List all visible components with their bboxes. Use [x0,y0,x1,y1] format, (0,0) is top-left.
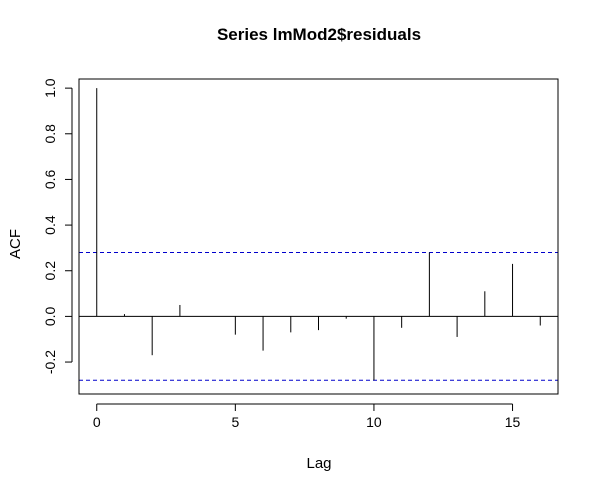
y-axis-label: ACF [7,229,24,259]
x-tick-label-0: 0 [93,414,101,430]
plot-frame [78,78,559,395]
x-tick-label-3: 15 [505,414,521,430]
x-tick-label-2: 10 [366,414,382,430]
chart-title: Series lmMod2$residuals [217,25,421,44]
y-axis: -0.2 0.0 0.2 0.4 0.6 0.8 1.0 [42,78,73,374]
x-axis: 0 5 10 15 [93,403,521,430]
y-tick-label-3: 0.4 [42,215,58,235]
x-tick-label-1: 5 [231,414,239,430]
y-tick-label-2: 0.2 [42,261,58,281]
plot-layer [79,88,558,381]
x-axis-label: Lag [306,455,331,472]
y-tick-label-4: 0.6 [42,169,58,189]
y-tick-label-5: 0.8 [42,124,58,144]
y-tick-label-1: 0.0 [42,306,58,326]
y-tick-label-0: -0.2 [42,350,58,374]
y-tick-label-6: 1.0 [42,78,58,98]
